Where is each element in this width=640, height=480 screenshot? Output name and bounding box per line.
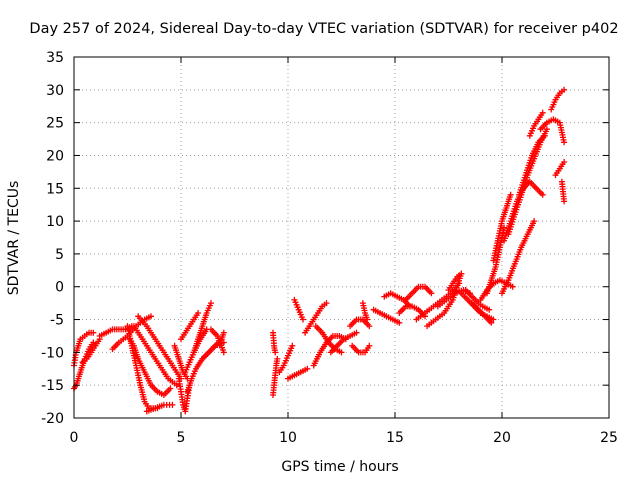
plot-frame: [73, 56, 610, 419]
y-tick-label: 30: [46, 83, 64, 99]
data-point: [366, 323, 373, 330]
data-point: [167, 385, 174, 392]
tick-labels: 0 5 10 15 20 25 -20 -15 -10 -5 0 5 10 15 20 25 30 35: [41, 50, 618, 446]
data-point: [353, 329, 360, 336]
data-point: [364, 316, 371, 323]
data-point: [366, 342, 373, 349]
data-point: [539, 191, 546, 198]
data-point: [458, 270, 465, 277]
axis-ticks: [73, 56, 610, 419]
data-point: [148, 313, 154, 320]
x-tick-label: 25: [600, 430, 618, 446]
y-axis-label: SDTVAR / TECUs: [6, 181, 22, 296]
data-point: [507, 191, 514, 198]
data-points: [71, 86, 568, 415]
data-point: [304, 365, 311, 372]
x-tick-label: 10: [279, 430, 297, 446]
data-point: [90, 329, 97, 336]
y-tick-label: -20: [41, 411, 64, 427]
data-point: [488, 319, 495, 326]
y-tick-label: -10: [41, 345, 64, 361]
data-point: [541, 132, 548, 139]
y-tick-label: -15: [41, 378, 64, 394]
data-point: [289, 342, 296, 349]
x-tick-label: 20: [493, 430, 511, 446]
x-tick-label: 0: [70, 430, 79, 446]
x-tick-label: 15: [386, 430, 404, 446]
data-point: [539, 109, 546, 116]
data-point: [220, 349, 227, 356]
data-point: [428, 290, 435, 297]
x-axis-label: GPS time / hours: [281, 459, 398, 475]
grid-lines: [73, 56, 610, 419]
data-point: [396, 319, 403, 326]
data-point: [272, 349, 279, 356]
data-point: [195, 310, 202, 316]
data-point: [561, 198, 568, 205]
y-tick-label: 10: [46, 214, 64, 230]
data-point: [300, 316, 306, 323]
y-tick-label: 20: [46, 148, 64, 164]
data-point: [220, 329, 227, 336]
data-point: [208, 300, 214, 307]
data-point: [173, 382, 180, 389]
y-tick-label: 25: [46, 116, 64, 132]
data-point: [486, 306, 493, 313]
data-point: [561, 86, 568, 93]
y-tick-label: 5: [55, 247, 64, 263]
data-point: [531, 218, 538, 225]
data-point: [561, 139, 568, 146]
y-tick-label: -5: [50, 313, 64, 329]
data-point: [490, 316, 497, 323]
y-tick-label: 35: [46, 50, 64, 66]
y-tick-label: 0: [55, 280, 64, 296]
x-tick-label: 5: [177, 430, 186, 446]
chart-title: Day 257 of 2024, Sidereal Day-to-day VTE…: [29, 21, 618, 37]
data-point: [501, 224, 508, 231]
y-tick-label: 15: [46, 181, 64, 197]
data-point: [90, 339, 97, 346]
data-point: [509, 283, 516, 290]
data-point: [338, 349, 345, 356]
data-point: [323, 300, 330, 307]
data-point: [543, 126, 550, 133]
data-point: [169, 401, 176, 408]
data-point: [561, 159, 568, 165]
data-point: [274, 355, 281, 362]
